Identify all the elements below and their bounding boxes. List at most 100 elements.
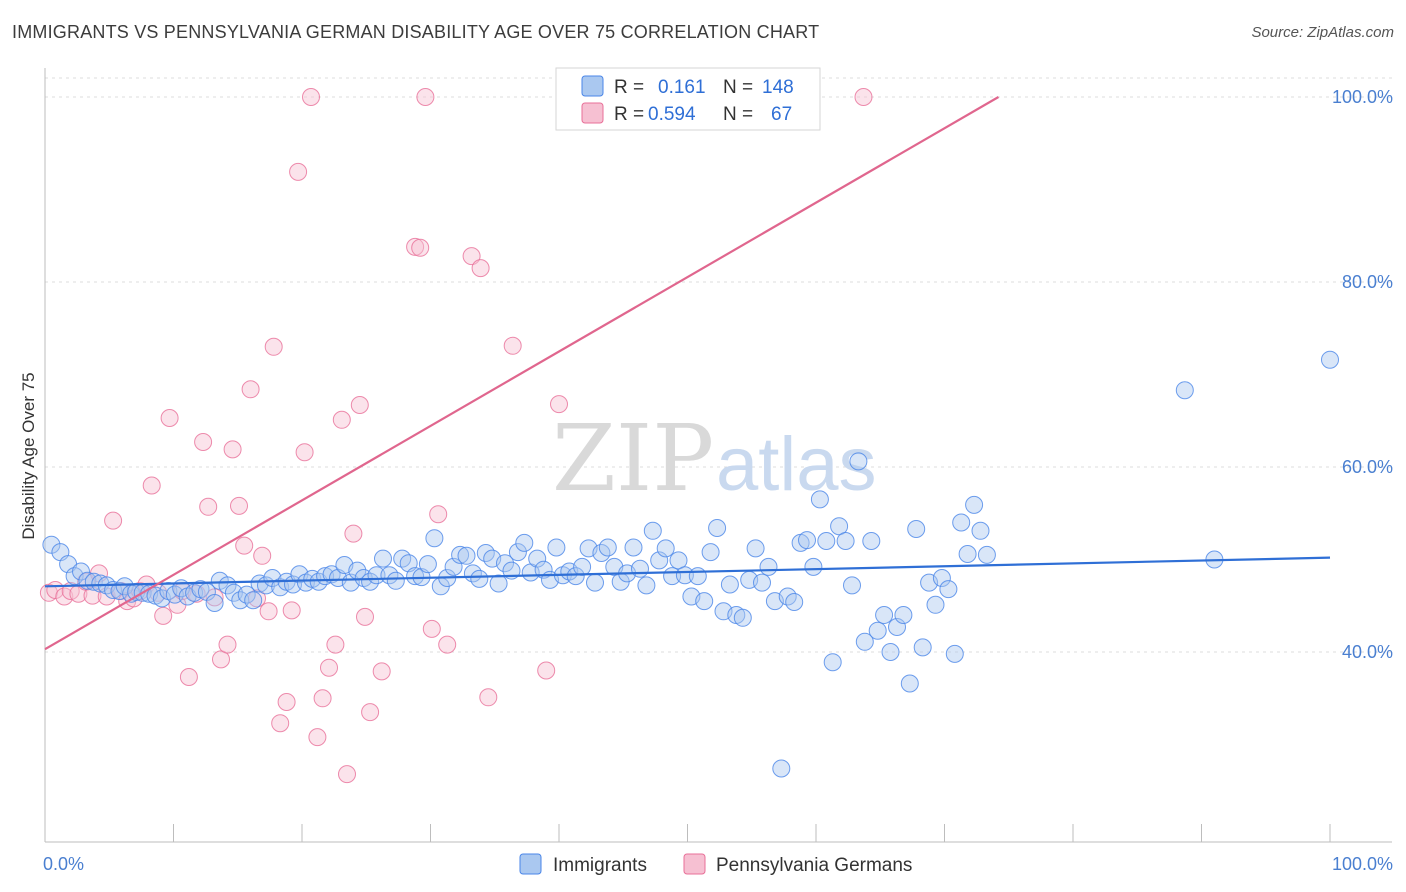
- point-blue-54: [393, 549, 412, 568]
- point-pink-36: [271, 714, 290, 733]
- point-blue-133: [900, 674, 919, 693]
- point-pink-26: [212, 650, 230, 669]
- point-blue-146: [1175, 381, 1194, 400]
- point-blue-132: [894, 606, 913, 624]
- point-pink-42: [308, 728, 327, 747]
- point-blue-130: [881, 643, 900, 661]
- point-pink-34: [259, 602, 278, 621]
- point-pink-35: [264, 337, 283, 356]
- point-blue-109: [746, 539, 765, 558]
- point-blue-59: [425, 529, 444, 548]
- x-tick-labels: 0.0% 100.0%: [43, 854, 1393, 874]
- point-blue-82: [573, 557, 592, 576]
- correlation-legend: R = 0.161 N = 148 R = 0.594 N = 67: [555, 67, 821, 131]
- trend-line-immigrants: [44, 556, 1331, 588]
- point-blue-64: [457, 546, 476, 565]
- point-pink-47: [338, 765, 356, 784]
- point-blue-69: [489, 574, 508, 593]
- point-blue-134: [907, 520, 926, 538]
- point-blue-101: [695, 592, 714, 611]
- point-blue-4: [72, 562, 90, 581]
- bottom-legend-immigrants: Immigrants: [553, 855, 647, 876]
- y-tick-label-0: 40.0%: [1342, 642, 1393, 662]
- axes: [44, 68, 1392, 843]
- point-pink-38: [282, 601, 301, 620]
- watermark: ZIP atlas: [552, 405, 877, 512]
- point-blue-124: [843, 576, 861, 595]
- point-blue-25: [205, 594, 224, 612]
- point-blue-103: [708, 519, 727, 537]
- point-blue-135: [913, 638, 932, 657]
- point-pink-18: [160, 409, 179, 427]
- point-blue-90: [624, 538, 643, 557]
- point-blue-11: [115, 577, 134, 596]
- point-pink-41: [302, 88, 320, 106]
- point-blue-119: [810, 490, 829, 509]
- point-pink-23: [194, 433, 213, 451]
- source-label: Source: ZipAtlas.com: [1251, 24, 1394, 41]
- bottom-legend-swatch-blue: [519, 853, 542, 875]
- gridlines: [45, 77, 1392, 653]
- x-tick-label-1: 100.0%: [1332, 854, 1393, 874]
- legend-swatch-pink: [581, 102, 604, 124]
- point-blue-70: [496, 554, 514, 573]
- point-blue-75: [528, 549, 547, 568]
- point-blue-81: [566, 567, 585, 586]
- point-pink-58: [438, 635, 457, 654]
- point-pink-48: [344, 524, 363, 543]
- point-pink-46: [332, 410, 351, 429]
- point-pink-52: [372, 662, 391, 681]
- point-pink-24: [199, 497, 218, 516]
- point-blue-84: [586, 573, 604, 592]
- legend-n-value-pink: 67: [771, 104, 792, 125]
- series-legend: Immigrants Pennsylvania Germans: [519, 853, 912, 876]
- point-pink-21: [179, 668, 198, 686]
- point-pink-17: [154, 606, 173, 625]
- chart-title: IMMIGRANTS VS PENNSYLVANIA GERMAN DISABI…: [12, 22, 820, 42]
- point-blue-111: [759, 557, 778, 576]
- point-blue-58: [418, 555, 437, 574]
- point-blue-73: [515, 533, 534, 552]
- point-blue-139: [939, 580, 958, 599]
- trend-lines: [44, 96, 1331, 651]
- point-pink-63: [537, 661, 556, 680]
- point-blue-107: [733, 608, 752, 627]
- legend-r-value-blue: 0.161: [658, 77, 706, 98]
- point-blue-141: [952, 513, 971, 532]
- point-pink-43: [313, 689, 332, 708]
- legend-n-label-2: N =: [723, 104, 753, 125]
- point-blue-78: [547, 538, 566, 557]
- point-pink-9: [104, 511, 123, 530]
- point-pink-45: [326, 635, 345, 654]
- point-blue-120: [817, 532, 836, 550]
- legend-r-label-2: R =: [614, 104, 644, 125]
- point-pink-62: [503, 336, 522, 355]
- point-blue-56: [406, 567, 425, 586]
- legend-n-label: N =: [723, 77, 753, 98]
- point-blue-137: [926, 595, 945, 614]
- point-blue-115: [785, 593, 804, 611]
- point-blue-138: [932, 569, 951, 587]
- point-pink-39: [289, 162, 308, 181]
- point-pink-50: [356, 607, 374, 626]
- y-tick-label-3: 100.0%: [1332, 87, 1393, 107]
- point-blue-100: [688, 567, 707, 586]
- point-blue-110: [753, 573, 771, 592]
- point-blue-118: [804, 557, 823, 576]
- x-tick-label-0: 0.0%: [43, 854, 84, 874]
- point-blue-123: [836, 532, 855, 550]
- point-blue-31: [244, 591, 263, 610]
- point-blue-129: [875, 606, 894, 624]
- point-blue-127: [862, 532, 881, 550]
- y-tick-label-1: 60.0%: [1342, 457, 1393, 477]
- point-blue-91: [631, 559, 649, 578]
- legend-r-value-pink: 0.594: [648, 104, 696, 125]
- point-pink-51: [361, 703, 380, 722]
- point-pink-57: [429, 505, 448, 524]
- point-pink-56: [422, 619, 441, 638]
- point-blue-117: [798, 531, 816, 550]
- y-axis-label: Disability Age Over 75: [19, 372, 38, 539]
- point-blue-92: [637, 576, 656, 595]
- point-pink-28: [223, 440, 242, 459]
